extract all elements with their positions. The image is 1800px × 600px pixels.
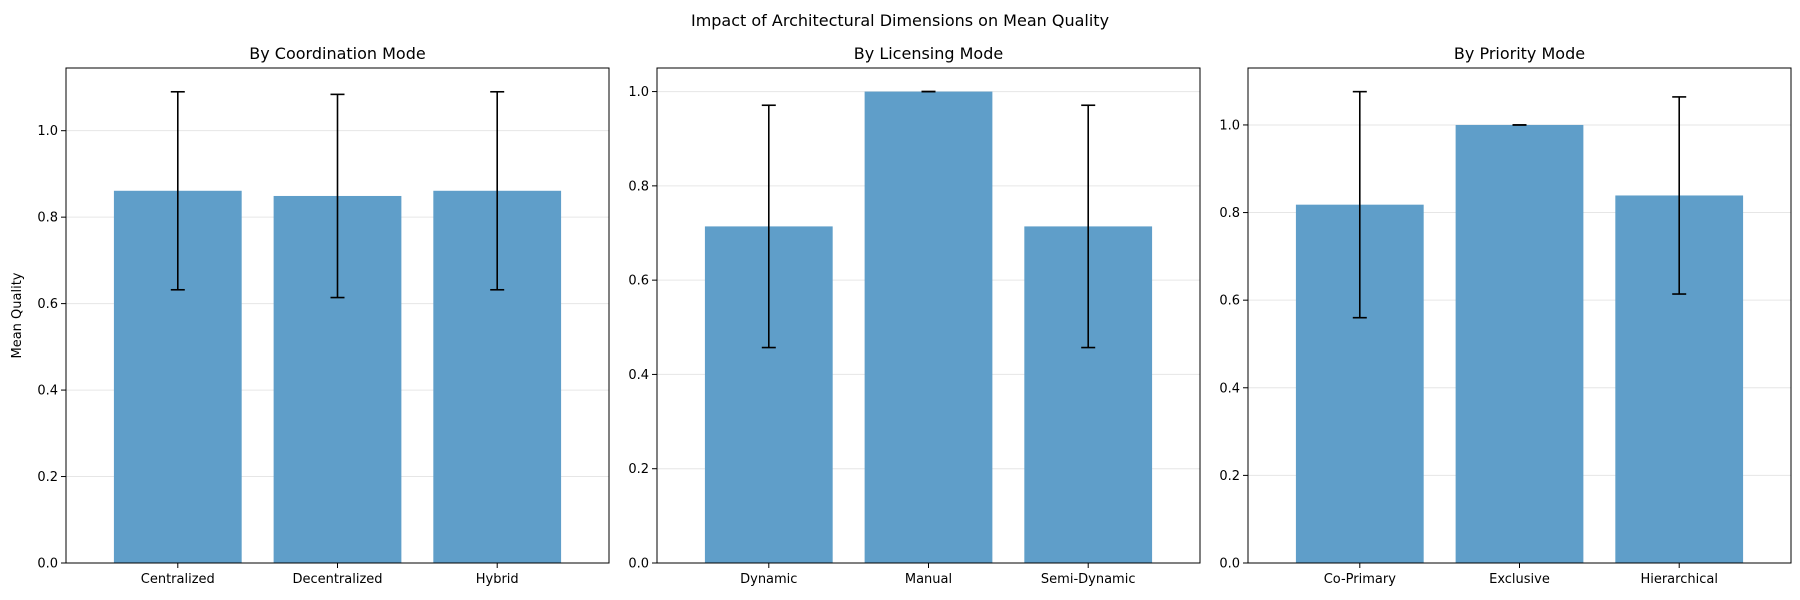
error-bar [490,90,505,291]
y-tick-label: 0.0 [1219,557,1240,572]
y-tick-label: 0.0 [37,557,58,572]
subplot-title: By Licensing Mode [854,44,1003,63]
x-tick-label: Hierarchical [1640,572,1717,587]
y-tick-label: 0.0 [628,557,649,572]
y-tick-label: 0.4 [37,384,58,399]
error-bar [1672,96,1687,295]
error-bar [170,90,185,291]
error-bar [761,104,776,349]
y-axis-label: Mean Quality [10,272,25,358]
y-tick-label: 0.6 [37,297,58,312]
y-tick-label: 0.6 [1219,294,1240,309]
x-tick-label: Decentralized [292,572,382,587]
y-tick-label: 0.6 [628,274,649,289]
y-tick-label: 1.0 [1219,118,1240,133]
error-bar [1352,90,1367,319]
x-tick-label: Exclusive [1489,572,1550,587]
x-tick-label: Dynamic [740,572,797,587]
x-tick-label: Manual [905,572,952,587]
x-tick-label: Centralized [141,572,215,587]
bar [864,91,993,564]
error-bar [1081,104,1096,349]
x-tick-label: Hybrid [476,572,519,587]
y-tick-label: 0.8 [37,211,58,226]
subplot-1: Centralized Decentralized Hybrid 0.0 0.2 0.4 0… [10,44,610,587]
x-tick-label: Semi-Dynamic [1041,572,1136,587]
figure-title: Impact of Architectural Dimensions on Me… [691,11,1109,30]
y-tick-label: 1.0 [37,124,58,139]
subplots: Centralized Decentralized Hybrid 0.0 0.2 0.4 0… [10,44,1792,587]
axes-frame [1247,67,1792,564]
y-tick-label: 0.4 [1219,381,1240,396]
x-tick-label: Co-Primary [1324,572,1397,587]
axes-frame [656,67,1201,564]
y-tick-label: 1.0 [628,85,649,100]
y-tick-label: 0.4 [628,368,649,383]
y-tick-label: 0.2 [1219,469,1240,484]
subplot-3: Co-Primary Exclusive Hierarchical 0.0 0.2 0.4… [1219,44,1792,587]
y-tick-label: 0.2 [37,470,58,485]
y-tick-label: 0.2 [628,462,649,477]
subplot-title: By Coordination Mode [249,44,425,63]
bar [1455,124,1584,563]
subplot-2: Dynamic Manual Semi-Dynamic 0.0 0.2 0.4 0.6 0.8… [628,44,1201,587]
y-tick-label: 0.8 [628,179,649,194]
axes-frame [65,67,610,564]
error-bar [330,93,345,299]
subplot-title: By Priority Mode [1454,44,1585,63]
y-tick-label: 0.8 [1219,206,1240,221]
